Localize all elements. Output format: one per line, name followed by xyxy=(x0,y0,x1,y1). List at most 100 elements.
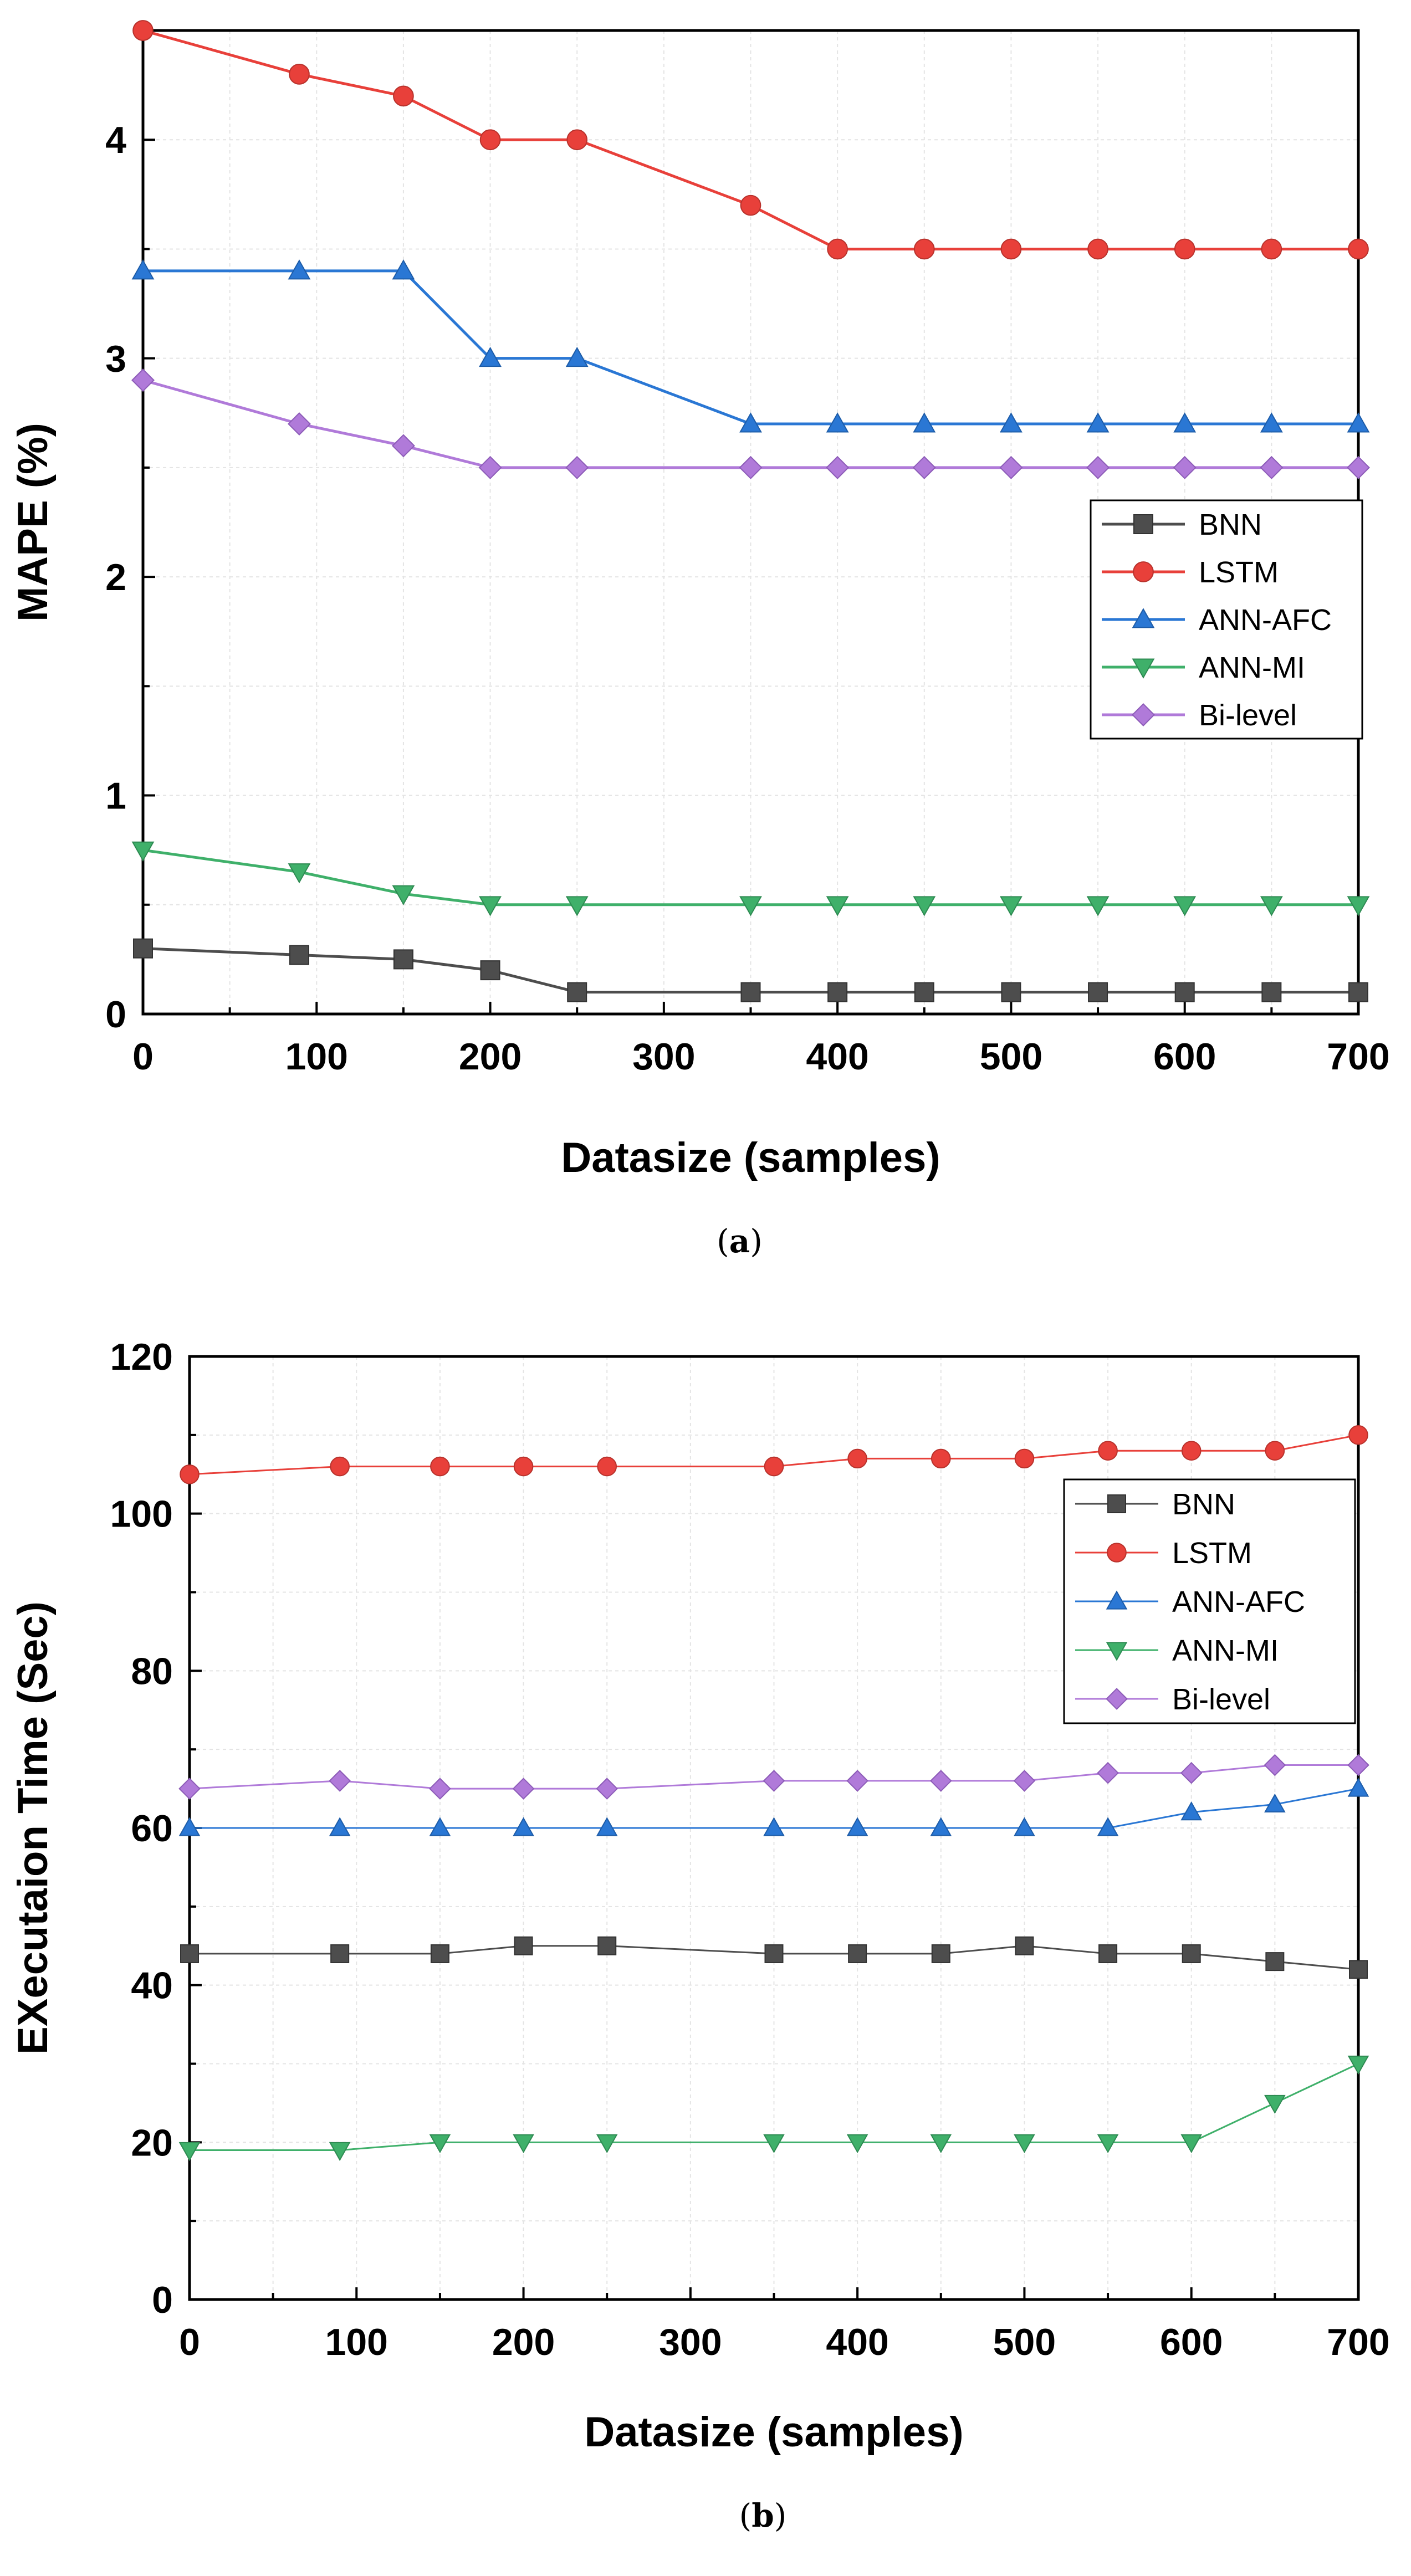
data-point-bnn xyxy=(931,1944,950,1963)
data-point-bi-level xyxy=(1264,1754,1286,1776)
panel-caption: (b) xyxy=(739,2497,787,2534)
legend-swatch-marker xyxy=(1107,1543,1127,1563)
data-point-ann-afc xyxy=(1264,1793,1286,1813)
data-point-bnn xyxy=(133,938,153,959)
data-point-ann-afc xyxy=(1000,412,1023,433)
data-point-ann-afc xyxy=(131,259,155,280)
data-point-bnn xyxy=(848,1944,867,1963)
data-point-bnn xyxy=(1015,1936,1034,1955)
series-lstm xyxy=(180,1425,1368,1484)
series-ann-mi xyxy=(131,841,1370,916)
data-point-lstm xyxy=(289,64,310,85)
series-bi-level xyxy=(131,368,1370,479)
data-point-bnn xyxy=(330,1944,350,1963)
data-point-lstm xyxy=(847,1448,867,1469)
data-point-ann-mi xyxy=(763,2134,785,2153)
data-point-bi-level xyxy=(1086,455,1110,479)
data-point-lstm xyxy=(931,1448,951,1469)
data-point-ann-afc xyxy=(513,1817,534,1836)
data-point-lstm xyxy=(764,1456,784,1477)
data-point-bi-level xyxy=(1013,1770,1036,1792)
legend: BNN LSTM ANN-AFC ANN-MI Bi-level xyxy=(1090,499,1363,740)
data-point-ann-afc xyxy=(1173,412,1197,433)
data-point-bnn xyxy=(1001,982,1021,1002)
legend-label: ANN-AFC xyxy=(1199,603,1332,637)
data-point-bi-level xyxy=(1097,1761,1119,1784)
data-point-ann-mi xyxy=(479,896,502,916)
series-bnn xyxy=(133,938,1368,1002)
data-point-bnn xyxy=(827,982,848,1002)
data-point-lstm xyxy=(180,1464,200,1484)
data-point-ann-mi xyxy=(846,2134,868,2153)
data-point-lstm xyxy=(1261,238,1282,260)
legend-swatch-marker xyxy=(1133,514,1153,534)
data-point-ann-afc xyxy=(1014,1817,1035,1836)
x-tick-label: 600 xyxy=(1153,1036,1216,1078)
data-point-lstm xyxy=(597,1456,617,1477)
data-point-ann-mi xyxy=(596,2134,618,2153)
data-point-ann-afc xyxy=(565,346,589,367)
data-point-bi-level xyxy=(178,1778,201,1800)
data-point-bi-level xyxy=(763,1770,785,1792)
data-point-ann-mi xyxy=(329,2142,351,2162)
data-point-ann-mi xyxy=(1097,2134,1119,2153)
legend-swatch-marker xyxy=(1106,1688,1128,1710)
data-point-ann-afc xyxy=(329,1817,351,1836)
legend-swatch-marker xyxy=(1106,1590,1128,1610)
legend-label: Bi-level xyxy=(1199,699,1297,732)
data-point-ann-afc xyxy=(826,412,849,433)
y-tick-label: 100 xyxy=(110,1493,173,1535)
x-tick-label: 200 xyxy=(492,2321,555,2363)
y-tick-label: 3 xyxy=(105,338,126,380)
x-tick-label: 200 xyxy=(459,1036,522,1078)
chart-panel-a: 0 100 200 300 400 500 600 700 0 1 2 3 4 Datasize (sam… xyxy=(9,20,1390,1260)
data-point-bi-level xyxy=(846,1770,868,1792)
series-ann-mi xyxy=(178,2055,1369,2162)
x-tick-label: 0 xyxy=(179,2321,200,2363)
data-point-bnn xyxy=(740,982,761,1002)
panel-caption: (a) xyxy=(717,1222,763,1260)
x-tick-label: 600 xyxy=(1160,2321,1223,2363)
data-point-ann-mi xyxy=(1014,2134,1035,2153)
data-point-bi-level xyxy=(596,1778,618,1800)
x-tick-label: 500 xyxy=(980,1036,1042,1078)
legend-label: Bi-level xyxy=(1172,1683,1270,1716)
data-point-ann-mi xyxy=(739,896,762,916)
data-point-bi-level xyxy=(739,455,763,479)
data-point-ann-afc xyxy=(178,1817,201,1836)
data-point-bi-level xyxy=(429,1778,451,1800)
data-point-lstm xyxy=(132,20,154,41)
data-point-lstm xyxy=(566,129,588,151)
data-point-bi-level xyxy=(826,455,850,479)
data-point-ann-afc xyxy=(288,259,311,280)
data-point-bnn xyxy=(1261,982,1282,1002)
legend-swatch-marker xyxy=(1107,1494,1126,1513)
legend-label: LSTM xyxy=(1199,556,1279,589)
legend: BNN LSTM ANN-AFC ANN-MI Bi-level xyxy=(1063,1478,1356,1724)
data-point-ann-mi xyxy=(288,863,311,884)
data-point-bi-level xyxy=(912,455,936,479)
legend-label: ANN-MI xyxy=(1199,651,1305,684)
data-point-lstm xyxy=(479,129,501,151)
legend-label: ANN-AFC xyxy=(1172,1585,1305,1619)
data-point-bnn xyxy=(393,949,413,970)
data-point-bnn xyxy=(1265,1952,1285,1971)
data-point-ann-afc xyxy=(846,1817,868,1836)
data-point-lstm xyxy=(330,1456,350,1477)
data-point-bnn xyxy=(1348,982,1368,1002)
data-point-bi-level xyxy=(1260,455,1284,479)
x-tick-label: 700 xyxy=(1327,2321,1389,2363)
data-point-bnn xyxy=(430,1944,449,1963)
data-point-ann-afc xyxy=(1097,1817,1119,1836)
data-point-bi-level xyxy=(512,1778,535,1800)
data-point-ann-mi xyxy=(930,2134,952,2153)
data-point-bnn xyxy=(289,945,309,965)
series-line-ann-afc xyxy=(143,269,1358,426)
legend-swatch-marker xyxy=(1106,1642,1128,1661)
x-tick-label: 0 xyxy=(132,1036,154,1078)
chart-panel-b: 0 100 200 300 400 500 600 700 0 20 40 60 80 100 120 Dat… xyxy=(9,1336,1390,2534)
data-point-ann-afc xyxy=(1347,1778,1369,1797)
y-tick-label: 1 xyxy=(105,775,126,817)
data-point-ann-afc xyxy=(1260,412,1283,433)
